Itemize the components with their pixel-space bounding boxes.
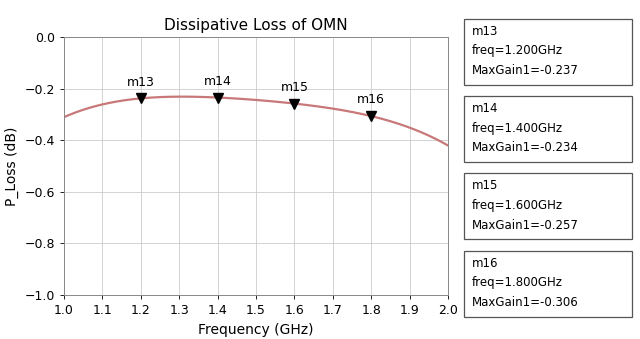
- Y-axis label: P_Loss (dB): P_Loss (dB): [4, 126, 19, 206]
- Text: m16: m16: [472, 257, 498, 270]
- Text: m13: m13: [472, 25, 498, 38]
- Text: MaxGain1=-0.306: MaxGain1=-0.306: [472, 296, 579, 309]
- Text: m16: m16: [357, 93, 385, 106]
- Text: m14: m14: [204, 75, 232, 88]
- Text: MaxGain1=-0.257: MaxGain1=-0.257: [472, 219, 579, 232]
- Text: freq=1.200GHz: freq=1.200GHz: [472, 44, 563, 57]
- Text: freq=1.800GHz: freq=1.800GHz: [472, 276, 563, 289]
- Text: MaxGain1=-0.234: MaxGain1=-0.234: [472, 141, 579, 154]
- Title: Dissipative Loss of OMN: Dissipative Loss of OMN: [164, 18, 348, 33]
- Text: MaxGain1=-0.237: MaxGain1=-0.237: [472, 64, 579, 77]
- X-axis label: Frequency (GHz): Frequency (GHz): [198, 322, 314, 337]
- Text: m15: m15: [472, 179, 498, 192]
- Text: freq=1.400GHz: freq=1.400GHz: [472, 122, 563, 135]
- Text: m13: m13: [127, 76, 155, 88]
- Text: freq=1.600GHz: freq=1.600GHz: [472, 199, 563, 212]
- Text: m15: m15: [280, 81, 308, 94]
- Text: m14: m14: [472, 102, 498, 115]
